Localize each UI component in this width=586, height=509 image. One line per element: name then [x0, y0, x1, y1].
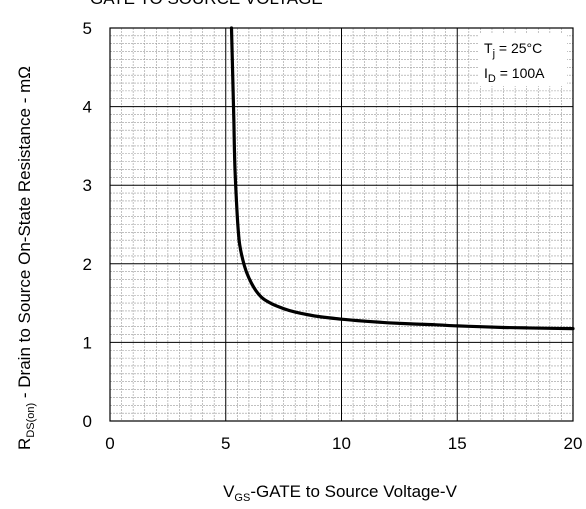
chart-title: GATE TO SOURCE VOLTAGE — [90, 0, 323, 8]
y-tick-labels: 0 1 2 3 4 5 — [83, 19, 92, 431]
x-tick-label: 5 — [221, 434, 230, 453]
x-tick-label: 20 — [564, 434, 583, 453]
annotation-id: ID = 100A — [484, 65, 545, 85]
x-tick-label: 10 — [332, 434, 351, 453]
annotation-box: Tj = 25°C ID = 100A — [479, 34, 567, 86]
y-tick-label: 0 — [83, 412, 92, 431]
annotation-background — [479, 34, 567, 86]
y-tick-label: 1 — [83, 333, 92, 352]
y-tick-label: 2 — [83, 255, 92, 274]
y-tick-label: 4 — [83, 98, 92, 117]
y-tick-label: 5 — [83, 19, 92, 38]
y-axis-label: RDS(on) - Drain to Source On-State Resis… — [15, 66, 37, 450]
x-tick-labels: 0 5 10 15 20 — [105, 434, 582, 453]
y-tick-label: 3 — [83, 176, 92, 195]
plot-frame — [109, 27, 574, 422]
x-axis-label: VGS-GATE to Source Voltage-V — [223, 482, 458, 504]
rdson-curve — [229, 26, 575, 331]
x-tick-label: 0 — [105, 434, 114, 453]
annotation-tj: Tj = 25°C — [484, 40, 542, 60]
x-tick-label: 15 — [448, 434, 467, 453]
